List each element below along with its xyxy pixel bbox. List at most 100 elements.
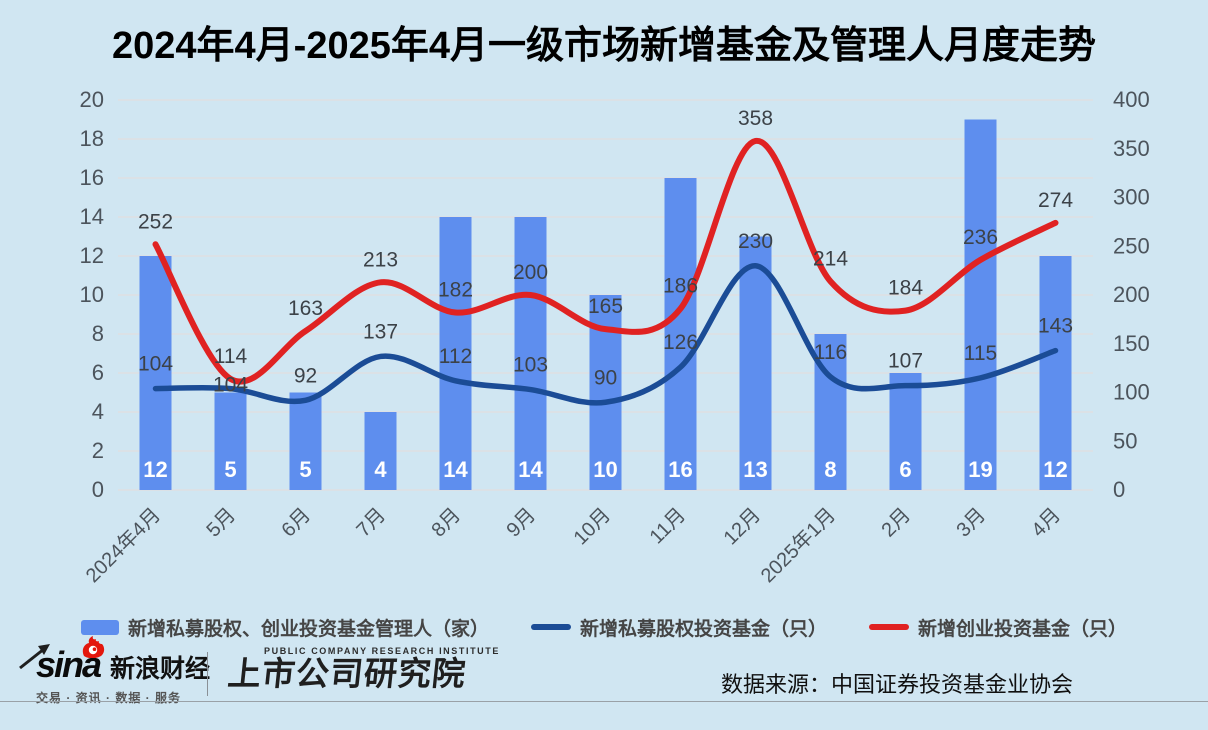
svg-text:9月: 9月 [502, 504, 540, 542]
svg-text:8月: 8月 [427, 504, 465, 542]
svg-text:250: 250 [1113, 233, 1150, 258]
institute-name-en: PUBLIC COMPANY RESEARCH INSTITUTE [264, 646, 500, 656]
bar-11月 [664, 178, 697, 490]
svg-text:19: 19 [968, 457, 992, 482]
legend-label: 新增私募股权、创业投资基金管理人（家） [127, 618, 489, 640]
svg-text:3月: 3月 [952, 504, 990, 542]
institute-logo-block: PUBLIC COMPANY RESEARCH INSTITUTE 上市公司研究… [226, 646, 500, 692]
svg-text:16: 16 [668, 457, 692, 482]
chart-canvas: 0246810121416182005010015020025030035040… [80, 87, 1150, 587]
legend-label: 新增创业投资基金（只） [918, 618, 1128, 640]
svg-text:2: 2 [92, 438, 104, 463]
svg-text:12: 12 [80, 243, 104, 268]
svg-text:103: 103 [513, 354, 548, 377]
vc-fund-line [152, 137, 1059, 385]
svg-text:0: 0 [1113, 477, 1125, 502]
sina-brand-text: 新浪财经 [110, 655, 211, 683]
sina-flame-icon [82, 636, 105, 658]
svg-text:4: 4 [374, 457, 387, 482]
svg-text:10月: 10月 [570, 504, 615, 549]
bar-12月 [739, 236, 772, 490]
svg-text:4: 4 [92, 399, 104, 424]
svg-text:200: 200 [513, 261, 548, 284]
svg-text:184: 184 [888, 277, 923, 300]
svg-text:200: 200 [1113, 282, 1150, 307]
svg-text:5: 5 [299, 457, 311, 482]
svg-text:165: 165 [588, 295, 623, 318]
data-source-text: 数据来源：中国证券投资基金业协会 [720, 672, 1073, 697]
svg-text:230: 230 [738, 230, 773, 253]
sina-logo-block: sina 新浪财经 交易 · 资讯 · 数据 · 服务 [36, 636, 211, 706]
institute-name-cn: 上市公司研究院 [226, 655, 468, 692]
svg-text:12月: 12月 [720, 504, 765, 549]
svg-text:116: 116 [814, 341, 847, 364]
svg-text:16: 16 [80, 165, 104, 190]
svg-text:5: 5 [224, 457, 236, 482]
svg-text:13: 13 [743, 457, 767, 482]
pe-line-labels: 104 104 92 137 112 103 90 126 230 116 107 115 143 [138, 230, 1073, 397]
pe-fund-line [152, 263, 1059, 406]
svg-text:182: 182 [438, 279, 473, 302]
svg-text:10: 10 [80, 282, 104, 307]
vc-line-labels: 252 114 163 213 182 200 165 186 358 214 184 236 274 [138, 107, 1073, 368]
svg-text:236: 236 [963, 226, 998, 249]
svg-text:4月: 4月 [1027, 504, 1065, 542]
svg-text:8: 8 [824, 457, 836, 482]
bar-8月 [439, 217, 472, 490]
svg-text:163: 163 [288, 297, 323, 320]
svg-text:274: 274 [1038, 189, 1073, 212]
chart-title: 2024年4月-2025年4月一级市场新增基金及管理人月度走势 [112, 25, 1096, 67]
svg-text:126: 126 [663, 331, 698, 354]
legend-bar-swatch [80, 619, 119, 635]
bar-9月 [514, 217, 547, 490]
svg-text:2月: 2月 [877, 504, 915, 542]
svg-text:8: 8 [92, 321, 104, 346]
svg-text:90: 90 [594, 366, 617, 389]
svg-text:104: 104 [138, 353, 173, 376]
svg-text:186: 186 [663, 275, 698, 298]
svg-text:143: 143 [1038, 315, 1073, 338]
svg-text:7月: 7月 [352, 504, 390, 542]
legend-line-swatch [530, 624, 571, 630]
svg-text:2025年1月: 2025年1月 [756, 503, 840, 587]
svg-text:112: 112 [439, 345, 472, 368]
svg-text:11月: 11月 [646, 504, 690, 548]
svg-text:104: 104 [213, 374, 248, 397]
bar-value-labels: 12 5 5 4 14 14 10 16 13 8 6 19 12 [143, 457, 1067, 482]
left-axis-labels: 0 2 4 6 8 10 12 14 16 18 20 [80, 87, 104, 502]
svg-text:150: 150 [1113, 331, 1150, 356]
bar-6月 [289, 392, 322, 490]
bar-2024年4月 [139, 256, 172, 490]
footer-divider [207, 652, 208, 696]
svg-text:14: 14 [518, 457, 543, 482]
svg-text:114: 114 [214, 345, 248, 368]
svg-text:252: 252 [138, 210, 173, 233]
right-axis-labels: 0 50 100 150 200 250 300 350 400 [1113, 87, 1150, 502]
svg-text:50: 50 [1113, 428, 1137, 453]
svg-text:115: 115 [964, 342, 997, 365]
legend-item-vc-funds[interactable]: 新增创业投资基金（只） [869, 614, 1127, 641]
legend-item-managers[interactable]: 新增私募股权、创业投资基金管理人（家） [80, 614, 489, 641]
arrow-up-right-icon [19, 644, 50, 670]
svg-text:350: 350 [1113, 136, 1150, 161]
footer-rule [0, 701, 1208, 702]
legend-item-pe-funds[interactable]: 新增私募股权投资基金（只） [530, 614, 827, 641]
svg-text:6月: 6月 [277, 504, 315, 542]
bar-3月 [964, 119, 997, 490]
svg-text:214: 214 [813, 247, 848, 270]
svg-text:14: 14 [443, 457, 468, 482]
svg-text:10: 10 [593, 457, 617, 482]
svg-text:107: 107 [888, 350, 923, 373]
svg-text:92: 92 [294, 364, 317, 387]
svg-text:0: 0 [92, 477, 104, 502]
sina-tagline: 交易 · 资讯 · 数据 · 服务 [36, 691, 181, 705]
chart-legend: 新增私募股权、创业投资基金管理人（家） 新增私募股权投资基金（只） 新增创业投资基金… [0, 610, 1208, 644]
svg-text:300: 300 [1113, 185, 1150, 210]
svg-text:20: 20 [80, 87, 104, 112]
svg-text:12: 12 [1043, 457, 1067, 482]
svg-text:358: 358 [738, 107, 773, 130]
legend-line-swatch [869, 624, 909, 630]
svg-text:6: 6 [899, 457, 911, 482]
